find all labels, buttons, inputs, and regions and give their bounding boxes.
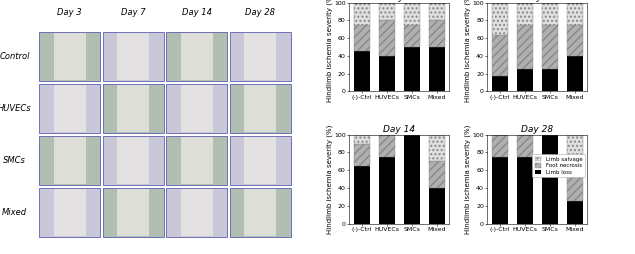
Bar — [181, 137, 213, 184]
Bar — [354, 25, 370, 51]
Text: SMCs: SMCs — [3, 156, 26, 165]
Bar — [429, 20, 444, 47]
Title: Day 28: Day 28 — [521, 125, 554, 134]
Bar — [54, 85, 86, 132]
Bar — [492, 157, 508, 224]
Bar — [492, 135, 508, 157]
Bar — [230, 32, 291, 81]
Bar — [429, 135, 444, 161]
Text: Day 3: Day 3 — [57, 8, 82, 17]
Bar — [429, 161, 444, 188]
Bar — [566, 166, 583, 201]
Bar — [181, 189, 213, 236]
Text: Mixed: Mixed — [2, 208, 27, 217]
Legend: Limb salvage, Foot necrosis, Limb loss: Limb salvage, Foot necrosis, Limb loss — [532, 154, 585, 177]
Bar — [354, 144, 370, 166]
Bar — [492, 76, 508, 91]
Bar — [404, 25, 420, 47]
Bar — [354, 51, 370, 91]
Bar — [181, 33, 213, 80]
Bar — [429, 188, 444, 224]
Bar — [492, 3, 508, 35]
Text: Day 28: Day 28 — [245, 8, 276, 17]
Bar — [230, 188, 291, 237]
Bar — [103, 136, 164, 185]
Bar — [566, 25, 583, 56]
Bar — [542, 135, 558, 224]
Y-axis label: Hindlimb ischemia severity (%): Hindlimb ischemia severity (%) — [326, 0, 333, 102]
Bar — [166, 84, 227, 133]
Bar — [244, 137, 276, 184]
Bar — [230, 136, 291, 185]
Bar — [566, 3, 583, 25]
Bar — [166, 136, 227, 185]
Bar — [378, 157, 395, 224]
Bar — [517, 25, 533, 69]
Text: Day 14: Day 14 — [182, 8, 212, 17]
Bar — [429, 47, 444, 91]
Bar — [404, 47, 420, 91]
Bar — [517, 3, 533, 25]
Bar — [566, 56, 583, 91]
Bar — [117, 189, 149, 236]
Bar — [39, 84, 100, 133]
Bar — [492, 35, 508, 76]
Bar — [244, 85, 276, 132]
Bar — [354, 166, 370, 224]
Bar — [404, 135, 420, 224]
Bar — [429, 3, 444, 20]
Bar — [354, 3, 370, 25]
Bar — [103, 32, 164, 81]
Bar — [542, 3, 558, 25]
Bar — [378, 56, 395, 91]
Y-axis label: Hindlimb ischemia severity (%): Hindlimb ischemia severity (%) — [464, 124, 471, 234]
Bar — [566, 135, 583, 166]
Bar — [181, 85, 213, 132]
Text: Control: Control — [0, 52, 30, 61]
Title: Day 14: Day 14 — [383, 125, 415, 134]
Bar — [39, 32, 100, 81]
Y-axis label: Hindlimb ischemia severity (%): Hindlimb ischemia severity (%) — [326, 124, 333, 234]
Bar — [54, 33, 86, 80]
Bar — [166, 188, 227, 237]
Title: Day 3: Day 3 — [386, 0, 413, 2]
Bar — [244, 189, 276, 236]
Bar — [517, 157, 533, 224]
Bar — [166, 32, 227, 81]
Bar — [542, 25, 558, 69]
Bar — [39, 188, 100, 237]
Title: Day 7: Day 7 — [524, 0, 551, 2]
Bar — [117, 85, 149, 132]
Bar — [39, 136, 100, 185]
Bar — [404, 3, 420, 25]
Y-axis label: Hindlimb ischemia severity (%): Hindlimb ischemia severity (%) — [464, 0, 471, 102]
Text: Day 7: Day 7 — [121, 8, 145, 17]
Bar — [117, 137, 149, 184]
Bar — [378, 135, 395, 157]
Text: HUVECs: HUVECs — [0, 104, 31, 113]
Bar — [378, 20, 395, 56]
Bar — [542, 69, 558, 91]
Bar — [244, 33, 276, 80]
Bar — [566, 201, 583, 224]
Bar — [517, 69, 533, 91]
Bar — [54, 189, 86, 236]
Bar — [354, 135, 370, 144]
Bar — [517, 135, 533, 157]
Bar — [103, 188, 164, 237]
Bar — [230, 84, 291, 133]
Bar — [117, 33, 149, 80]
Bar — [378, 3, 395, 20]
Bar — [54, 137, 86, 184]
Bar — [103, 84, 164, 133]
